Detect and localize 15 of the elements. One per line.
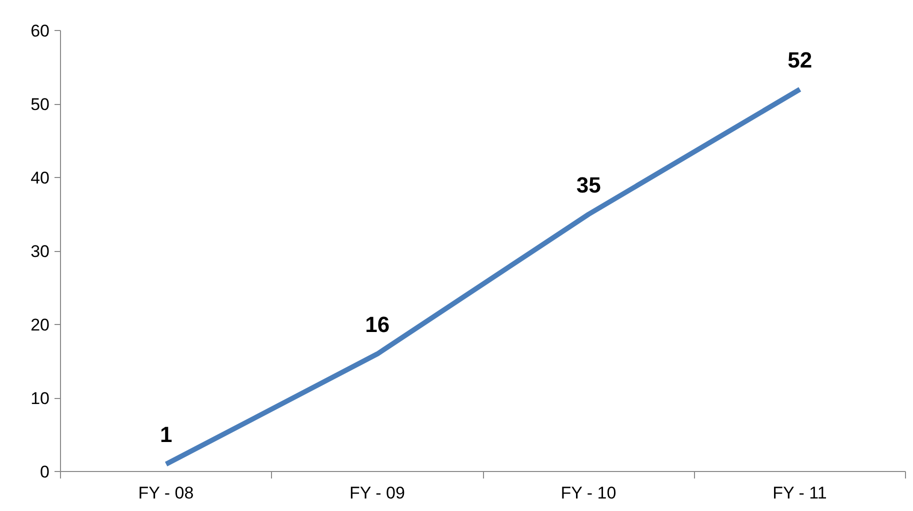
data-label: 52 [788,47,812,72]
y-tick-label: 40 [30,168,50,188]
y-tick-label: 30 [30,242,50,261]
y-tick-label: 60 [30,22,50,40]
x-tick-label: FY - 11 [772,484,827,502]
x-tick-label: FY - 09 [350,484,405,502]
data-label: 35 [576,172,601,198]
y-tick-label: 50 [30,95,50,114]
data-label: 16 [365,312,390,337]
y-tick-label: 10 [30,389,50,408]
y-tick-label: 0 [40,462,50,482]
data-label: 1 [160,422,172,448]
y-tick-label: 20 [30,316,50,334]
x-tick-label: FY - 10 [560,484,616,502]
x-tick-label: FY - 08 [138,484,194,502]
